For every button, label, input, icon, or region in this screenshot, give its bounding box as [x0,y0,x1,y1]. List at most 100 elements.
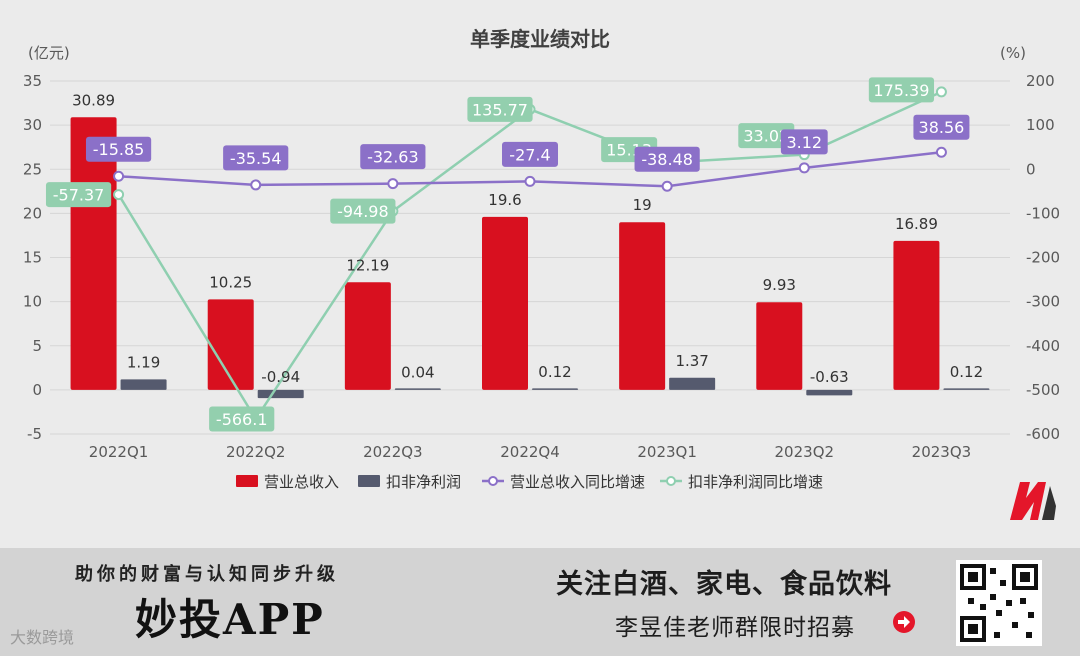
profit-bar [806,389,853,396]
recruit-text: 李昱佳老师群限时招募 [615,615,855,641]
revenue-data-label: 16.89 [895,215,938,233]
revenue-yoy-label-bg [223,145,289,171]
legend-marker [666,476,676,486]
x-tick-label: 2023Q1 [637,443,697,461]
revenue-yoy-label-bg [780,129,828,155]
chart-title: 单季度业绩对比 [470,27,610,51]
right-axis-ticks: 200 100 0 -100 -200 -300 -400 -500 -600 [1026,72,1060,443]
left-axis-unit: (亿元) [28,44,70,62]
revenue-data-label: 19.6 [488,191,521,209]
profit-data-label: 1.37 [675,352,708,370]
right-tick-label: -200 [1026,249,1060,267]
watermark: 大数跨境 [10,628,75,647]
promo-banner: 助你的财富与认知同步升级 妙投APP 大数跨境 关注白酒、家电、食品饮料 李昱佳… [0,548,1080,656]
profit-yoy-label-bg [868,77,935,103]
left-tick-label: 35 [23,72,42,90]
legend: 营业总收入 扣非净利润 营业总收入同比增速 扣非净利润同比增速 [236,473,823,491]
grid-lines [50,80,1010,435]
profit-bar [669,377,716,390]
app-name: 妙投APP [135,595,325,644]
profit-yoy-label: -57.37 [53,186,105,205]
profit-yoy-label-bg [467,96,533,122]
profit-bar [943,388,990,390]
legend-swatch [236,475,258,487]
profit-yoy-label-bg [45,182,112,208]
revenue-yoy-point [935,146,947,158]
profit-yoy-label-bg [330,198,396,224]
follow-text: 关注白酒、家电、食品饮料 [556,569,892,600]
revenue-bar [619,222,666,390]
revenue-yoy-point [798,162,810,174]
left-tick-label: 20 [23,204,42,222]
legend-marker [488,476,498,486]
revenue-yoy-label: -32.63 [367,148,419,167]
left-axis-ticks: 35 30 25 20 15 10 5 0 -5 [23,72,42,443]
right-tick-label: -600 [1026,425,1060,443]
profit-bar [394,388,441,390]
revenue-bar [893,240,940,390]
revenue-yoy-label: -15.85 [93,140,145,159]
x-tick-label: 2023Q3 [912,443,972,461]
revenue-data-label: 12.19 [346,256,389,274]
right-tick-label: 200 [1026,72,1055,90]
profit-yoy-label: 33.02 [743,127,789,146]
slogan: 助你的财富与认知同步升级 [75,564,339,585]
data-labels: 30.89 10.25 12.19 19.6 19 9.93 16.89 1.19 -0.94 0… [45,77,983,432]
revenue-yoy-point [661,180,673,192]
left-tick-label: 10 [23,293,42,311]
left-tick-label: 30 [23,116,42,134]
revenue-bar [756,302,803,390]
profit-yoy-point [935,86,947,98]
profit-yoy-label: 175.39 [873,81,929,100]
right-tick-label: -300 [1026,293,1060,311]
revenue-data-label: 9.93 [763,276,796,294]
qr-code-icon[interactable] [956,560,1042,646]
legend-label: 扣非净利润同比增速 [688,473,823,491]
right-axis-unit: (%) [1000,44,1026,62]
x-tick-label: 2022Q3 [363,443,423,461]
profit-data-label: -0.94 [261,368,300,386]
profit-bar [532,388,578,390]
chart: 单季度业绩对比 (亿元) (%) 35 30 25 20 15 10 5 0 -5 200 100… [23,27,1060,491]
profit-data-label: 1.19 [127,353,160,371]
profit-yoy-label: -566.1 [216,410,268,429]
x-tick-label: 2023Q2 [775,443,835,461]
revenue-yoy-label-bg [634,146,700,172]
right-tick-label: -400 [1026,337,1060,355]
profit-yoy-label-bg [209,406,275,432]
x-tick-label: 2022Q2 [226,443,286,461]
revenue-data-label: 10.25 [209,273,252,291]
left-tick-label: 0 [32,381,42,399]
right-tick-label: -100 [1026,204,1060,222]
revenue-yoy-label: 38.56 [919,118,965,137]
revenue-bar [207,299,254,390]
legend-label: 营业总收入 [264,473,339,491]
profit-yoy-label: 135.77 [472,100,528,119]
right-tick-label: 0 [1026,160,1036,178]
profit-yoy-label: -94.98 [337,202,389,221]
x-tick-label: 2022Q1 [89,443,149,461]
profit-yoy-label-bg [738,123,795,149]
arrow-right-circle-icon[interactable] [893,611,915,633]
revenue-bar [482,216,528,390]
profit-yoy-point [113,189,125,201]
legend-label: 营业总收入同比增速 [510,473,645,491]
profit-bar [257,389,304,399]
profit-bar [120,379,167,390]
left-tick-label: 15 [23,249,42,267]
right-tick-label: -500 [1026,381,1060,399]
revenue-yoy-point [387,178,399,190]
left-tick-label: 25 [23,160,42,178]
revenue-yoy-label: -35.54 [230,149,282,168]
legend-swatch [358,475,380,487]
revenue-bar [344,282,391,390]
revenue-yoy-label: 3.12 [786,133,822,152]
left-tick-label: -5 [27,425,42,443]
revenue-yoy-label: -27.4 [509,145,550,164]
revenue-yoy-point [250,179,262,191]
revenue-yoy-label-bg [85,136,152,162]
brand-logo-icon [1010,482,1056,520]
revenue-data-label: 19 [633,196,652,214]
legend-label: 扣非净利润 [386,473,461,491]
profit-data-label: 0.12 [538,363,571,381]
